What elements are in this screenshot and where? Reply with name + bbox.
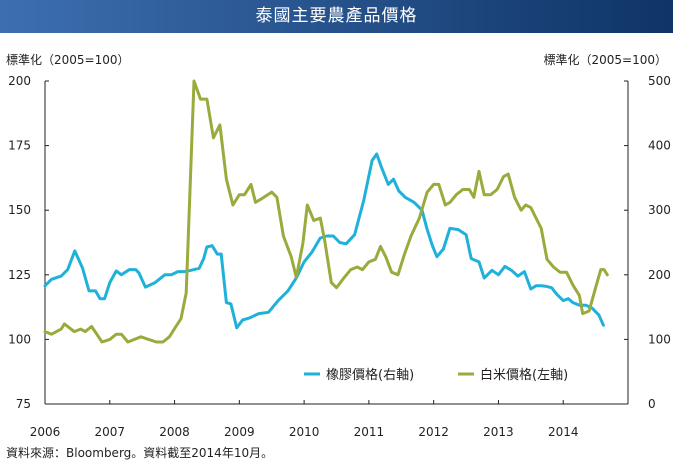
right-y-tick-label: 0 [648,397,656,411]
source-note: 資料來源：Bloomberg。資料截至2014年10月。 [6,446,274,460]
x-tick-label: 2013 [483,425,514,439]
left-y-tick-label: 125 [8,268,31,282]
left-y-tick-label: 175 [8,139,31,153]
legend-label-rice: 白米價格(左軸) [480,367,568,383]
left-y-tick-label: 200 [8,74,31,88]
series-line-rubber [43,152,605,330]
x-tick-label: 2014 [548,425,579,439]
right-y-tick-label: 300 [648,203,671,217]
right-y-tick-label: 500 [648,74,671,88]
x-tick-label: 2012 [418,425,449,439]
left-y-tick-label: 75 [16,397,31,411]
left-y-tick-label: 150 [8,203,31,217]
x-tick-label: 2008 [159,425,190,439]
left-y-tick-label: 100 [8,332,31,346]
left-axis-unit-label: 標準化（2005=100） [6,53,130,67]
x-tick-label: 2010 [289,425,320,439]
x-tick-label: 2007 [95,425,126,439]
right-y-tick-label: 200 [648,268,671,282]
right-y-tick-label: 100 [648,332,671,346]
right-axis-unit-label: 標準化（2005=100） [543,53,668,67]
x-tick-label: 2006 [30,425,61,439]
right-y-tick-label: 400 [648,139,671,153]
title-bar [0,0,673,33]
series-line-rice [43,79,609,344]
x-tick-label: 2009 [224,425,255,439]
x-tick-label: 2011 [354,425,385,439]
chart-title: 泰國主要農產品價格 [255,6,418,26]
legend-label-rubber: 橡膠價格(右軸) [326,367,414,383]
